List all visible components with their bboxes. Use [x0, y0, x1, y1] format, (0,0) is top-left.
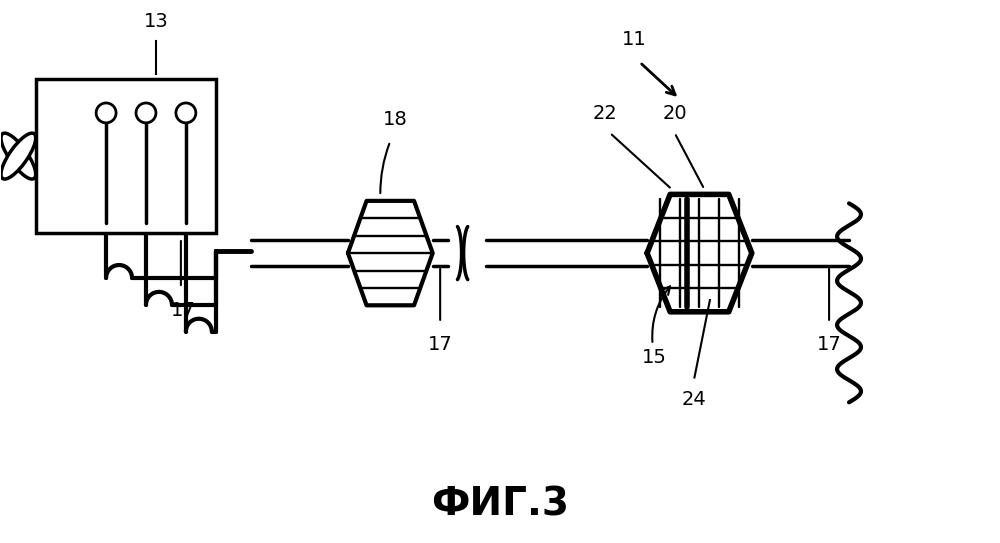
Text: 22: 22 [592, 104, 617, 123]
Circle shape [136, 103, 156, 123]
Text: 11: 11 [622, 30, 647, 49]
Ellipse shape [1, 133, 36, 179]
Text: 20: 20 [662, 104, 687, 123]
Text: 17: 17 [171, 301, 195, 320]
Text: 17: 17 [428, 334, 453, 353]
Text: 18: 18 [383, 110, 408, 129]
Circle shape [96, 103, 116, 123]
Circle shape [176, 103, 196, 123]
Ellipse shape [1, 133, 36, 179]
Polygon shape [647, 194, 752, 312]
Text: ФИГ.3: ФИГ.3 [431, 485, 569, 523]
Polygon shape [348, 201, 433, 305]
Text: 24: 24 [682, 390, 707, 409]
Text: 15: 15 [642, 286, 670, 367]
Text: 13: 13 [144, 12, 168, 31]
Text: 17: 17 [817, 334, 841, 353]
Bar [36, 79, 216, 233]
